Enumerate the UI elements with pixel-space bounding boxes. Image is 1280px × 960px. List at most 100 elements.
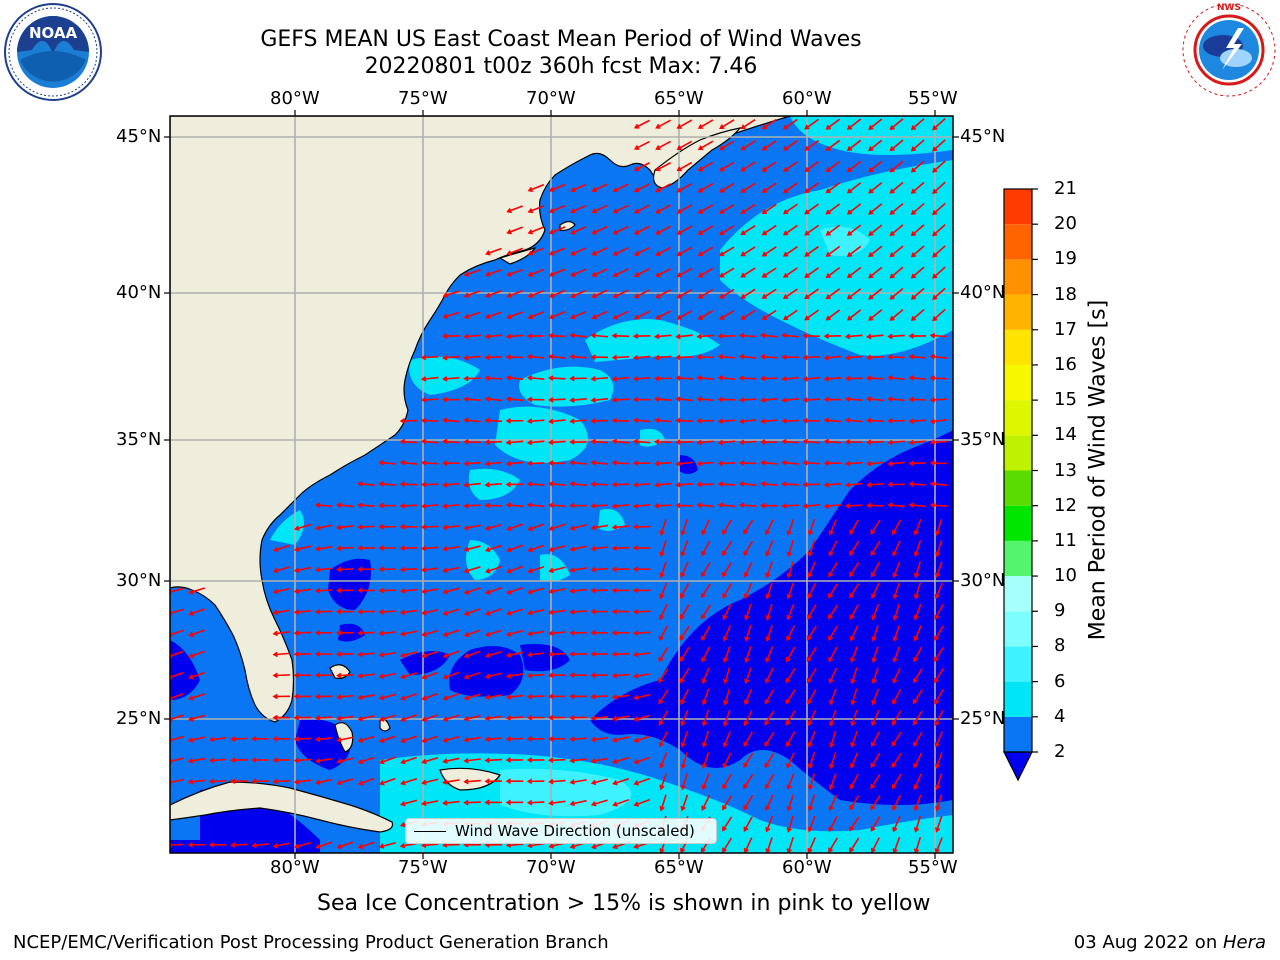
wind-wave-arrow xyxy=(357,694,375,701)
wind-wave-arrow xyxy=(633,183,650,193)
wind-wave-arrow xyxy=(527,523,545,532)
wind-wave-arrow xyxy=(633,246,650,256)
wind-wave-arrow xyxy=(569,693,587,700)
wind-wave-arrow xyxy=(679,582,690,599)
wind-wave-arrow xyxy=(442,629,460,638)
wind-wave-arrow xyxy=(697,310,714,320)
wind-wave-arrow xyxy=(506,544,523,553)
wind-wave-arrow xyxy=(442,671,460,680)
wind-wave-arrow xyxy=(866,333,884,340)
wind-wave-arrow xyxy=(761,267,777,278)
wind-wave-arrow xyxy=(569,714,587,721)
wind-wave-arrow xyxy=(891,731,902,747)
colorbar-label: Mean Period of Wind Waves [s] xyxy=(1085,299,1111,641)
wind-wave-arrow xyxy=(442,354,460,361)
wind-wave-arrow xyxy=(463,693,481,701)
wind-wave-arrow xyxy=(208,757,227,764)
wind-wave-arrow xyxy=(913,519,922,536)
wind-wave-arrow xyxy=(782,140,798,151)
wind-wave-arrow xyxy=(849,625,859,642)
wind-wave-arrow xyxy=(680,561,689,578)
wind-wave-arrow xyxy=(526,736,545,742)
wind-wave-arrow xyxy=(701,519,711,536)
wind-wave-arrow xyxy=(782,267,798,278)
wind-wave-arrow xyxy=(484,333,503,340)
wind-wave-arrow xyxy=(187,714,206,722)
wind-wave-arrow xyxy=(506,268,523,277)
wind-wave-arrow xyxy=(807,540,816,558)
wind-wave-arrow xyxy=(764,519,774,536)
wind-wave-arrow xyxy=(825,224,841,236)
wind-wave-arrow xyxy=(889,224,904,237)
wind-wave-arrow xyxy=(825,288,841,300)
wind-wave-arrow xyxy=(696,396,715,402)
wind-wave-arrow xyxy=(569,736,587,742)
wind-wave-arrow xyxy=(850,646,859,663)
wind-wave-arrow xyxy=(611,694,630,700)
colorbar-segment xyxy=(1004,364,1032,401)
wind-wave-arrow xyxy=(442,290,460,298)
wind-wave-arrow xyxy=(908,396,927,403)
wind-wave-arrow xyxy=(743,752,754,769)
wind-wave-arrow xyxy=(272,778,291,785)
wind-wave-arrow xyxy=(934,582,944,600)
wind-wave-arrow xyxy=(336,524,354,531)
wind-wave-arrow xyxy=(738,353,757,360)
wind-wave-arrow xyxy=(870,519,881,535)
wind-wave-arrow xyxy=(744,624,752,642)
wind-wave-arrow xyxy=(743,795,754,811)
wind-wave-arrow xyxy=(934,625,945,641)
wind-wave-arrow xyxy=(781,481,799,487)
wind-wave-arrow xyxy=(804,161,819,172)
wind-wave-arrow xyxy=(802,397,821,403)
colorbar xyxy=(1003,188,1038,782)
wind-wave-arrow xyxy=(892,646,901,663)
wind-wave-arrow xyxy=(420,567,439,573)
wind-wave-arrow xyxy=(420,438,439,445)
wind-wave-arrow xyxy=(590,672,609,679)
wind-wave-arrow xyxy=(675,460,693,467)
wind-wave-arrow xyxy=(932,139,946,152)
wind-wave-arrow xyxy=(421,756,439,765)
wind-wave-arrow xyxy=(357,714,375,722)
wind-wave-arrow xyxy=(823,417,842,424)
wind-wave-arrow xyxy=(548,481,566,487)
wind-wave-arrow xyxy=(761,224,777,236)
wind-wave-arrow xyxy=(828,583,839,599)
legend-line-swatch xyxy=(414,831,446,832)
wind-wave-arrow xyxy=(420,397,439,403)
wind-wave-arrow xyxy=(823,396,842,403)
wind-wave-arrow xyxy=(336,566,354,573)
wind-wave-arrow xyxy=(932,118,946,131)
wind-wave-arrow xyxy=(336,778,354,786)
wind-wave-arrow xyxy=(421,608,439,616)
wind-wave-arrow xyxy=(442,650,460,659)
wind-wave-arrow xyxy=(781,418,799,424)
wind-wave-arrow xyxy=(868,118,883,130)
wind-wave-arrow xyxy=(719,140,735,151)
wind-wave-arrow xyxy=(655,161,672,172)
wind-wave-arrow xyxy=(336,841,354,850)
wind-wave-arrow xyxy=(527,183,545,193)
wind-wave-arrow xyxy=(849,519,860,536)
wind-wave-arrow xyxy=(910,308,925,322)
wind-wave-arrow xyxy=(632,503,651,509)
wind-wave-arrow xyxy=(654,396,672,402)
wind-wave-arrow xyxy=(421,671,439,680)
wind-wave-arrow xyxy=(463,608,481,616)
wind-wave-arrow xyxy=(910,202,925,216)
wind-wave-arrow xyxy=(612,798,630,807)
wind-wave-arrow xyxy=(823,333,842,339)
wind-wave-arrow xyxy=(825,309,841,321)
wind-wave-arrow xyxy=(696,333,715,340)
wind-wave-arrow xyxy=(187,842,206,848)
wind-wave-arrow xyxy=(740,288,756,299)
wind-wave-arrow xyxy=(765,603,773,621)
wind-wave-arrow xyxy=(807,518,816,536)
wind-wave-arrow xyxy=(590,354,609,360)
wind-wave-arrow xyxy=(654,375,672,382)
wind-wave-arrow xyxy=(717,460,736,467)
wind-wave-arrow xyxy=(485,586,502,595)
wind-wave-arrow xyxy=(484,778,503,785)
wind-wave-arrow xyxy=(676,267,693,278)
